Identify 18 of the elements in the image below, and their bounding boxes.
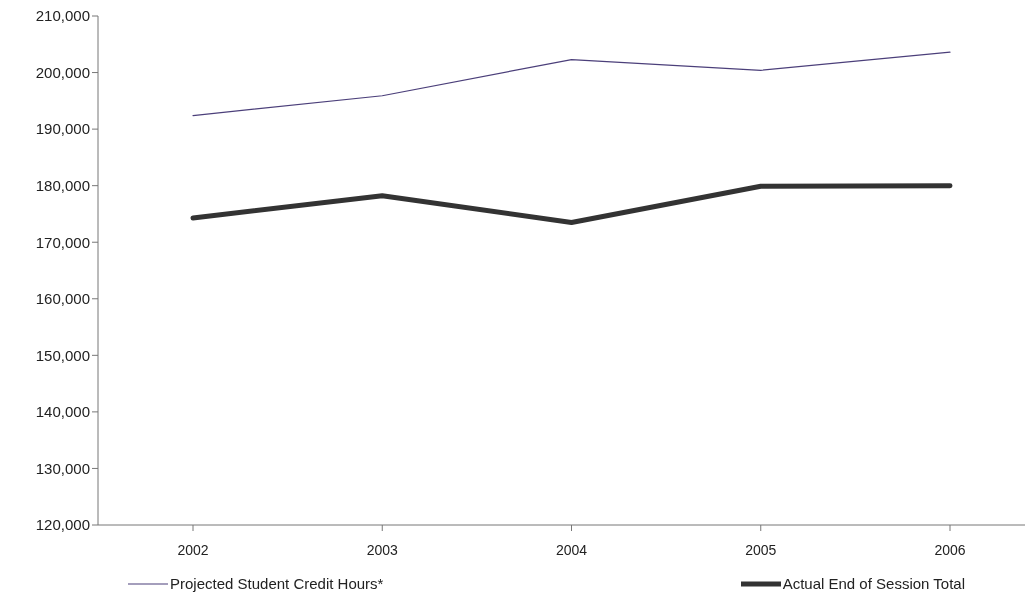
y-tick-label: 140,000 (35, 403, 90, 421)
x-tick-label: 2005 (745, 541, 777, 558)
x-tick-label: 2003 (366, 541, 399, 558)
y-tick-label: 210,000 (35, 7, 90, 25)
legend-label: Projected Student Credit Hours* (170, 575, 384, 592)
x-tick-label: 2002 (177, 541, 209, 558)
y-tick-label: 190,000 (35, 120, 90, 138)
y-tick-label: 120,000 (35, 516, 90, 534)
y-tick-label: 160,000 (35, 290, 90, 308)
y-tick-label: 170,000 (35, 233, 90, 251)
line-series (192, 51, 951, 117)
y-tick-label: 200,000 (35, 63, 90, 81)
x-tick-label: 2004 (555, 541, 588, 558)
y-tick-label: 180,000 (35, 176, 90, 194)
legend-label: Actual End of Session Total (782, 575, 965, 592)
y-tick-label: 130,000 (35, 459, 90, 477)
y-tick-label: 150,000 (35, 346, 90, 364)
x-tick-label: 2006 (934, 541, 966, 558)
